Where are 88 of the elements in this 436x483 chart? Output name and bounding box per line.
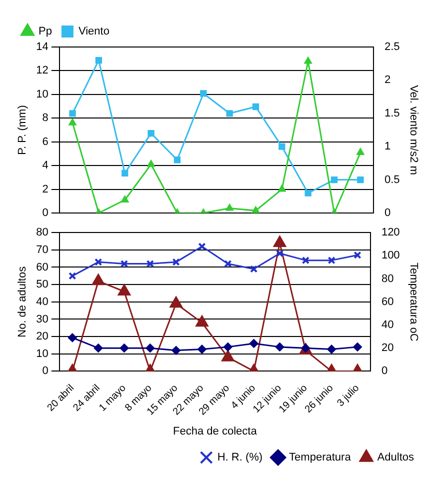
- point: [120, 195, 129, 202]
- point: [198, 242, 206, 250]
- point: [197, 344, 206, 354]
- y-tick-label: 0: [42, 365, 48, 378]
- point: [224, 260, 232, 268]
- y-tick-label: 6: [42, 136, 48, 148]
- y-tick-label: 70: [36, 244, 48, 256]
- y-tick-label: 80: [36, 226, 48, 239]
- y-tick-label: 40: [36, 296, 48, 308]
- point: [357, 176, 364, 184]
- point: [276, 250, 284, 258]
- point: [275, 342, 284, 352]
- y2-tick-label: 20: [381, 342, 394, 354]
- point: [174, 156, 181, 164]
- y2-tick-label: 80: [381, 272, 394, 285]
- legend-label: H. R. (%): [217, 452, 263, 464]
- y2-tick-label: 1.5: [384, 107, 400, 120]
- y-tick-label: 2: [42, 183, 48, 196]
- y2-tick-label: 0: [384, 207, 391, 220]
- point: [94, 344, 103, 353]
- y-tick-label: 60: [36, 261, 48, 274]
- y2-tick-label: 2: [384, 74, 391, 86]
- y2-tick-label: 120: [381, 226, 400, 239]
- point: [172, 258, 180, 266]
- point: [221, 350, 234, 362]
- y-tick-label: 0: [42, 207, 48, 220]
- point: [195, 315, 209, 327]
- point: [252, 206, 260, 213]
- point: [249, 338, 258, 348]
- point: [330, 176, 338, 184]
- point: [250, 265, 258, 273]
- legend-label: Pp: [38, 26, 52, 38]
- y-tick-label: 10: [36, 88, 48, 100]
- x-tick-label: 3 julio: [335, 382, 362, 409]
- y2-tick-label: 0: [381, 365, 388, 378]
- point: [69, 110, 76, 117]
- point: [95, 56, 102, 64]
- y2-tick-label: 40: [381, 319, 394, 332]
- y2-tick-label: 1: [384, 140, 391, 153]
- point: [148, 130, 154, 137]
- y-tick-label: 12: [36, 64, 48, 77]
- y-axis-title: No. de adultos: [16, 266, 29, 338]
- point: [226, 204, 234, 211]
- point: [172, 346, 181, 355]
- point: [122, 170, 128, 176]
- point: [120, 344, 129, 353]
- point: [278, 143, 286, 150]
- point: [302, 256, 310, 264]
- point: [68, 333, 77, 342]
- point: [146, 344, 155, 353]
- y-tick-label: 10: [36, 348, 48, 360]
- point: [252, 103, 260, 110]
- legend-label: Adultos: [377, 452, 414, 464]
- point: [94, 258, 102, 266]
- x-axis-title: Fecha de colecta: [173, 425, 258, 438]
- point: [278, 184, 286, 192]
- point: [200, 90, 207, 97]
- y2-tick-label: 0.5: [384, 174, 400, 186]
- point: [304, 56, 312, 64]
- y-tick-label: 30: [36, 313, 48, 326]
- y2-tick-label: 60: [381, 296, 394, 308]
- point: [328, 256, 336, 264]
- legend-label: Temperatura: [289, 452, 352, 464]
- y-tick-label: 50: [36, 278, 48, 291]
- point: [68, 118, 76, 126]
- y-tick-label: 4: [42, 160, 48, 172]
- point: [327, 344, 336, 354]
- y2-axis-title: Temperatura oC: [407, 262, 420, 342]
- point: [352, 342, 362, 352]
- point: [170, 296, 183, 308]
- y-tick-label: 14: [36, 41, 48, 54]
- point: [147, 160, 156, 167]
- point: [304, 190, 312, 196]
- y-tick-label: 20: [36, 330, 48, 343]
- y2-axis-title: Vel. viento m/s2 m: [407, 85, 420, 175]
- point: [356, 148, 364, 156]
- point: [226, 110, 233, 117]
- point: [223, 342, 232, 352]
- y-axis-title: P. P. (mm): [16, 105, 29, 155]
- point: [92, 274, 105, 286]
- point: [146, 260, 154, 268]
- y2-tick-label: 100: [381, 250, 400, 262]
- point: [68, 272, 76, 280]
- legend-label: Viento: [78, 26, 110, 38]
- point: [120, 260, 128, 268]
- y2-tick-label: 2.5: [384, 41, 400, 54]
- point: [118, 284, 131, 296]
- y-tick-label: 8: [42, 112, 48, 124]
